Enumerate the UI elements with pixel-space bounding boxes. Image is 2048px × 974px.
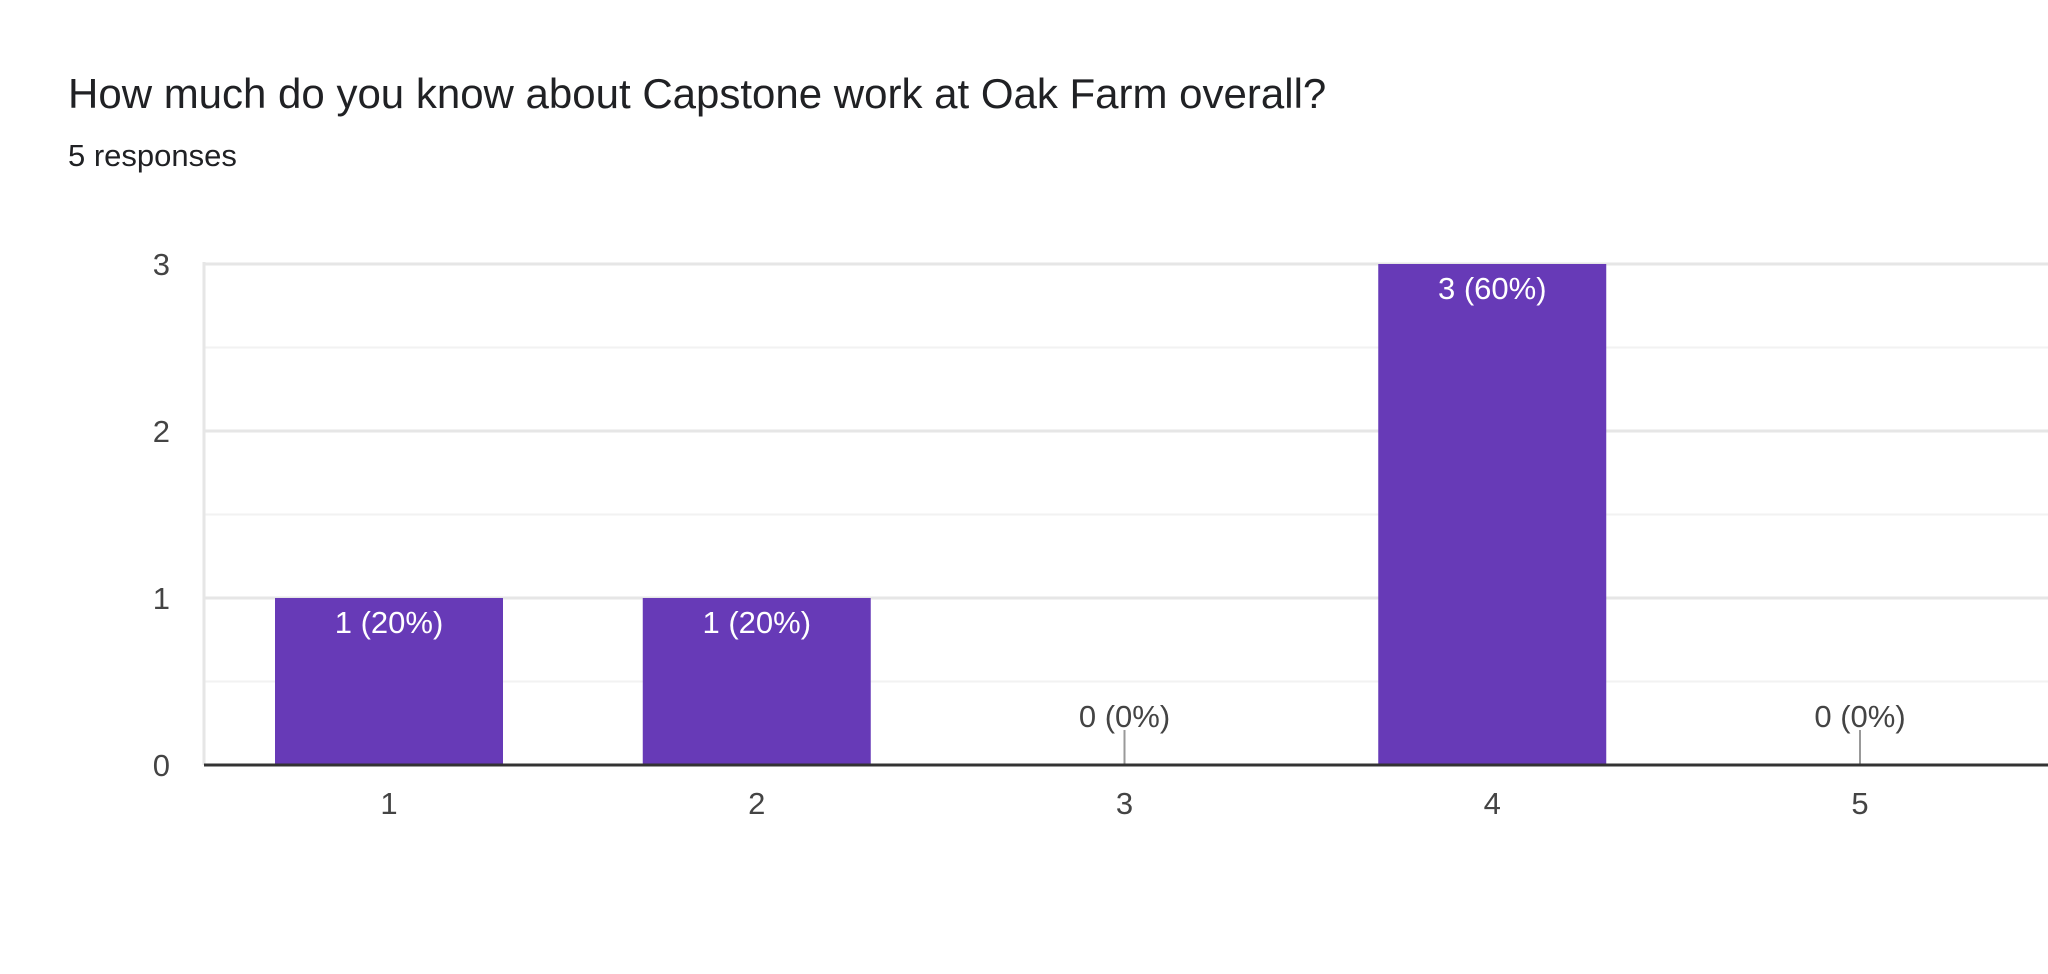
bar-4 [1378,264,1607,765]
question-title: How much do you know about Capstone work… [68,70,1327,117]
y-tick-label: 1 [153,581,170,616]
y-tick-label: 2 [153,414,170,449]
bar-data-label: 1 (20%) [702,605,811,640]
bar-data-label: 3 (60%) [1438,271,1547,306]
y-tick-label: 3 [153,247,170,282]
x-tick-label: 2 [748,786,765,821]
bar-data-label: 0 (0%) [1079,699,1170,734]
y-tick-label: 0 [153,748,170,783]
x-tick-label: 3 [1116,786,1133,821]
bar-data-label: 1 (20%) [335,605,444,640]
x-tick-label: 1 [380,786,397,821]
x-tick-label: 5 [1851,786,1868,821]
bar-data-label: 0 (0%) [1814,699,1905,734]
response-count: 5 responses [68,138,237,173]
x-tick-label: 4 [1484,786,1501,821]
bar-1 [275,598,503,765]
bar-2 [642,598,871,765]
